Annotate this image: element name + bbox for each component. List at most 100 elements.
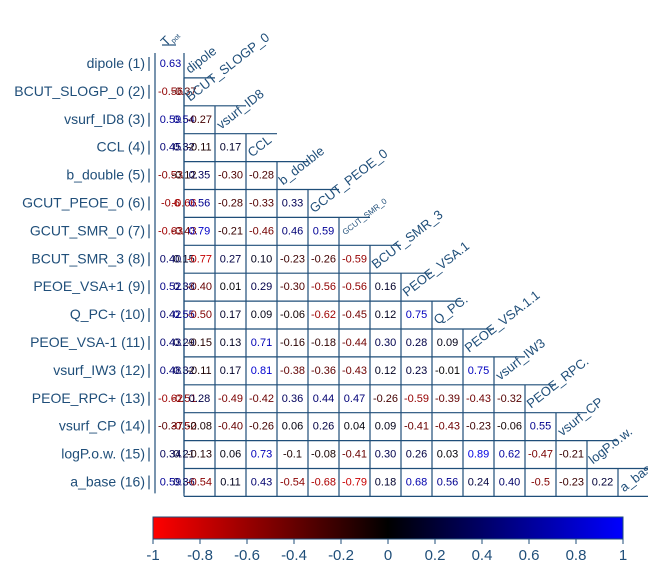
matrix-cell: 0.73 — [251, 449, 272, 461]
column-label: PEOE_VSA.1 — [400, 238, 472, 299]
column-label: logP.o.w. — [586, 424, 635, 467]
matrix-cell: 0.79 — [189, 225, 210, 237]
matrix-cell: -0.52 — [171, 421, 196, 433]
row-label: logP.o.w. (15) — [61, 446, 145, 462]
colorbar — [152, 516, 624, 540]
matrix-cell: 0.18 — [375, 476, 396, 488]
matrix-cell: 0.40 — [499, 476, 520, 488]
matrix-cell: 0.03 — [437, 449, 458, 461]
matrix-cell: 0.28 — [406, 337, 427, 349]
matrix-cell: -0.43 — [342, 365, 367, 377]
matrix-cell: 0.01 — [220, 281, 241, 293]
target-cell: 0.59 — [160, 114, 181, 126]
matrix-cell: -0.26 — [249, 421, 274, 433]
target-cell: 0.34 — [160, 449, 181, 461]
row-label: vsurf_CP (14) — [59, 418, 145, 434]
matrix-cell: -0.43 — [466, 393, 491, 405]
matrix-cell: -0.54 — [187, 476, 212, 488]
matrix-cell: -0.50 — [187, 309, 212, 321]
matrix-cell: -0.32 — [497, 393, 522, 405]
matrix-cell: 0.30 — [375, 337, 396, 349]
matrix-cell: -0.40 — [218, 421, 243, 433]
matrix-cell: 0.28 — [189, 393, 210, 405]
matrix-cell: 0.68 — [406, 476, 427, 488]
target-cell: -0.6 — [161, 197, 180, 209]
matrix-cell: 0.38 — [173, 281, 194, 293]
matrix-cell: 0.09 — [437, 337, 458, 349]
colorbar-tick-label: -0.2 — [328, 547, 354, 562]
matrix-cell: 0.27 — [220, 253, 241, 265]
row-label: PEOE_RPC+ (13) — [32, 390, 145, 406]
matrix-cell: -0.23 — [466, 421, 491, 433]
matrix-cell: -0.47 — [528, 449, 553, 461]
colorbar-tick-label: -0.4 — [281, 547, 307, 562]
matrix-cell: 0.54 — [173, 114, 194, 126]
matrix-cell: -0.68 — [311, 476, 336, 488]
matrix-cell: 0.09 — [251, 309, 272, 321]
matrix-cell: -0.56 — [342, 281, 367, 293]
matrix-cell: -0.06 — [497, 421, 522, 433]
colorbar-tick-label: -0.6 — [234, 547, 260, 562]
colorbar-tick-label: -1 — [146, 547, 159, 562]
matrix-cell: -0.36 — [311, 365, 336, 377]
matrix-cell: 0.44 — [313, 393, 334, 405]
matrix-cell: 0.26 — [406, 449, 427, 461]
column-label: PEOE_RPC. — [524, 353, 592, 411]
matrix-cell: -0.11 — [187, 142, 211, 154]
target-cell: 0.40 — [160, 253, 181, 265]
target-cell: 0.42 — [160, 309, 181, 321]
matrix-cell: 0.89 — [468, 449, 489, 461]
matrix-cell: 0.06 — [220, 449, 241, 461]
matrix-cell: -0.38 — [280, 365, 305, 377]
target-cell: 0.48 — [160, 365, 181, 377]
row-label: BCUT_SLOGP_0 (2) — [14, 83, 145, 99]
matrix-cell: -0.51 — [171, 393, 196, 405]
matrix-cell: -0.21 — [218, 225, 243, 237]
matrix-cell: 0.16 — [375, 281, 396, 293]
matrix-cell: 0.36 — [173, 476, 194, 488]
row-label: GCUT_SMR_0 (7) — [30, 222, 145, 238]
row-label: CCL (4) — [97, 139, 146, 155]
matrix-cell: -0.23 — [559, 476, 584, 488]
target-cell: 0.43 — [160, 337, 181, 349]
matrix-cell: -0.27 — [187, 114, 212, 126]
matrix-cell: 0.33 — [282, 197, 303, 209]
colorbar-tick-label: 0.4 — [472, 547, 493, 562]
column-label: CCL — [245, 132, 275, 160]
matrix-cell: 0.17 — [220, 309, 241, 321]
matrix-cell: 0.12 — [375, 365, 396, 377]
row-label: dipole (1) — [87, 55, 145, 71]
matrix-cell: 0.32 — [173, 365, 194, 377]
matrix-cell: 0.81 — [251, 365, 272, 377]
matrix-cell: -0.66 — [171, 197, 196, 209]
matrix-cell: -0.49 — [218, 393, 243, 405]
matrix-cell: -0.79 — [342, 476, 367, 488]
matrix-cell: -0.41 — [342, 449, 367, 461]
matrix-cell: -0.26 — [311, 253, 336, 265]
colorbar-tick-label: 1 — [619, 547, 627, 562]
matrix-cell: 0.75 — [406, 309, 427, 321]
matrix-cell: -0.45 — [342, 309, 367, 321]
column-label: GCUT_SMR_0 — [341, 196, 389, 237]
matrix-cell: 0.15 — [173, 253, 194, 265]
matrix-cell: -0.43 — [435, 421, 460, 433]
matrix-cell: -0.41 — [404, 421, 429, 433]
matrix-cell: -0.08 — [187, 421, 212, 433]
matrix-cell: -0.33 — [249, 197, 274, 209]
target-subscript: pot — [170, 33, 182, 45]
colorbar-tick-label: 0.6 — [519, 547, 540, 562]
matrix-cell: 0.11 — [220, 476, 241, 488]
matrix-cell: -0.23 — [280, 253, 305, 265]
matrix-cell: -0.39 — [435, 393, 460, 405]
matrix-cell: 0.06 — [282, 421, 303, 433]
matrix-cell: 0.29 — [251, 281, 272, 293]
target-cell: -0.56 — [158, 86, 183, 98]
matrix-cell: -0.28 — [249, 170, 274, 182]
matrix-cell: 0.71 — [251, 337, 272, 349]
matrix-cell: -0.26 — [373, 393, 398, 405]
matrix-cell: 0.09 — [375, 421, 396, 433]
target-cell: 0.45 — [160, 142, 181, 154]
matrix-cell: 0.12 — [375, 309, 396, 321]
row-label: BCUT_SMR_3 (8) — [31, 250, 145, 266]
